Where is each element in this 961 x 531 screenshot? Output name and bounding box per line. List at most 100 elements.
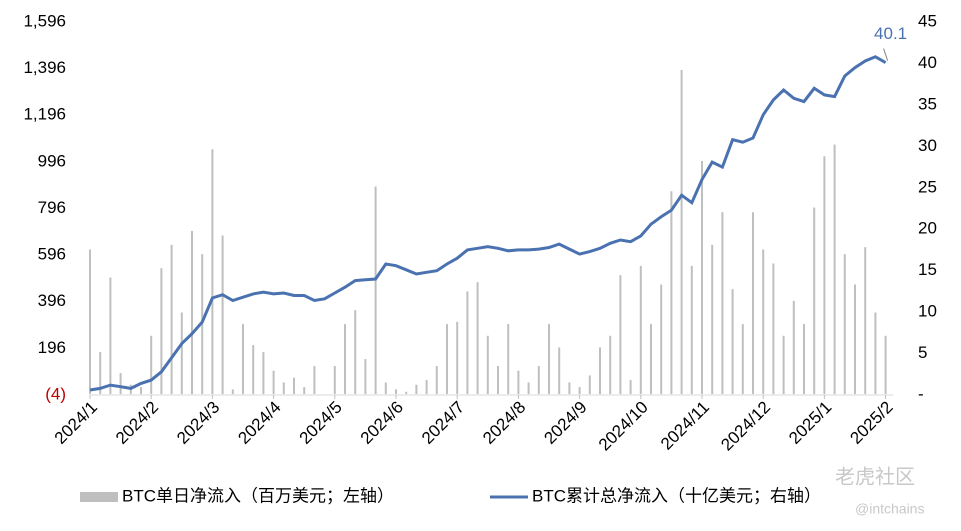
bar	[537, 366, 540, 395]
bar	[415, 384, 418, 395]
bar	[507, 324, 510, 395]
bar	[109, 277, 112, 395]
legend-label: BTC累计总净流入（十亿美元；右轴）	[532, 486, 821, 505]
line	[89, 55, 887, 392]
bar	[344, 324, 346, 395]
bar	[884, 335, 887, 395]
y2-tick-label: 25	[918, 177, 937, 196]
bar	[731, 289, 734, 395]
x-tick-label: 2024/1	[51, 398, 101, 448]
bar	[180, 312, 183, 395]
bar	[140, 387, 142, 395]
legend-swatch	[80, 492, 118, 502]
bar	[384, 382, 387, 395]
bar	[446, 324, 448, 395]
label-leader	[883, 48, 889, 61]
bar	[333, 366, 336, 395]
y-tick-label: 1,596	[23, 11, 66, 30]
y-tick-label: 1,396	[23, 58, 66, 77]
bar	[701, 160, 703, 395]
y-tick-label: 196	[38, 338, 66, 357]
bar	[262, 352, 265, 395]
y-tick-label: 596	[38, 245, 66, 264]
bar	[476, 282, 479, 395]
bar	[772, 263, 775, 395]
bar	[619, 275, 622, 395]
bar	[792, 300, 795, 395]
bar	[711, 244, 714, 395]
y2-tick-label: 15	[918, 260, 937, 279]
bar	[354, 310, 357, 395]
bar	[374, 186, 377, 395]
bar	[435, 366, 438, 395]
x-tick-label: 2024/6	[357, 398, 407, 448]
bar	[313, 366, 316, 395]
x-tick-label: 2024/3	[173, 398, 223, 448]
x-tick-label: 2025/1	[785, 398, 835, 448]
bar	[609, 335, 612, 395]
bar	[231, 389, 234, 395]
bar	[854, 284, 856, 395]
bar	[548, 324, 550, 395]
bar	[558, 347, 561, 395]
y2-tick-label: 30	[918, 136, 937, 155]
bar	[170, 244, 173, 395]
y-tick-label: 796	[38, 198, 66, 217]
bar	[282, 382, 285, 395]
bar	[527, 382, 530, 395]
bar	[680, 70, 683, 395]
bar	[864, 247, 867, 395]
bar	[843, 254, 846, 395]
bar	[119, 373, 122, 395]
x-tick-label: 2024/4	[234, 398, 284, 448]
x-tick-label: 2024/7	[418, 398, 468, 448]
x-tick-label: 2024/2	[112, 398, 162, 448]
bar	[639, 265, 642, 395]
bar	[660, 284, 663, 395]
bar	[150, 335, 153, 395]
bar	[395, 389, 397, 395]
bar	[803, 324, 805, 395]
watermark: @intchains	[855, 501, 924, 517]
bar	[221, 235, 224, 395]
y2-tick-label: 45	[918, 11, 937, 30]
bar	[364, 359, 367, 395]
bar	[517, 370, 520, 395]
x-tick-label: 2024/12	[717, 398, 774, 455]
bar	[670, 191, 673, 395]
bar	[242, 324, 244, 395]
watermark: 老虎社区	[835, 465, 915, 488]
bar	[690, 265, 693, 395]
bar	[721, 212, 724, 395]
bar	[782, 335, 785, 395]
x-tick-label: 2024/11	[657, 398, 713, 454]
bar	[293, 377, 295, 395]
y2-tick-label: 35	[918, 94, 937, 113]
bar	[486, 335, 489, 395]
y2-tick-label: 10	[918, 302, 937, 321]
bar	[578, 387, 581, 395]
bar	[405, 391, 408, 395]
y-tick-label: 1,196	[23, 105, 66, 124]
y2-tick-label: 20	[918, 219, 937, 238]
y2-tick-label: -	[918, 384, 924, 403]
bar	[272, 370, 275, 395]
bar	[568, 382, 571, 395]
y-tick-label: 996	[38, 151, 66, 170]
bar	[629, 380, 632, 395]
x-tick-label: 2025/2	[846, 398, 896, 448]
y-tick-label: (4)	[45, 384, 66, 403]
x-tick-label: 2024/8	[479, 398, 529, 448]
y-tick-label: 396	[38, 291, 66, 310]
bar	[211, 149, 214, 395]
bar	[752, 212, 754, 395]
y2-tick-label: 40	[918, 53, 937, 72]
bar	[833, 144, 836, 395]
bar	[762, 249, 765, 395]
bar	[456, 321, 459, 395]
bar	[303, 387, 306, 395]
bar	[497, 366, 499, 395]
x-tick-label: 2024/9	[540, 398, 590, 448]
bar	[252, 345, 255, 395]
